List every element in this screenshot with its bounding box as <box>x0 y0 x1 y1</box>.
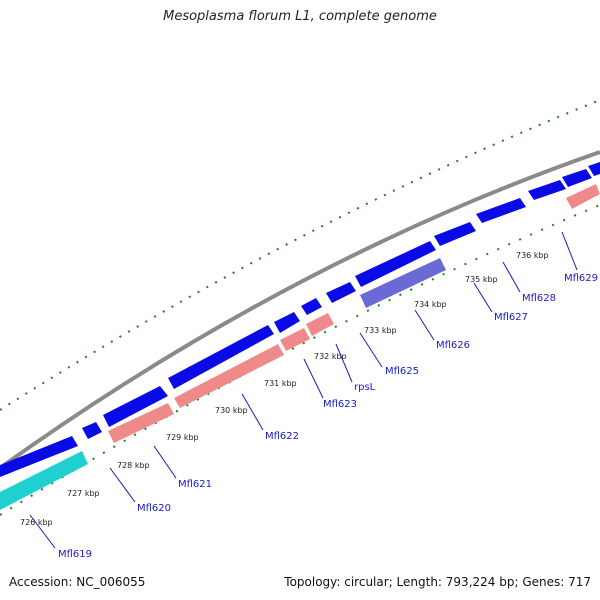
map-title: Mesoplasma florum L1, complete genome <box>163 9 437 24</box>
gene-forward-13[interactable] <box>588 162 600 176</box>
gene-labels: Mfl619 Mfl620 Mfl621 Mfl622 Mfl623 rpsL … <box>58 273 598 560</box>
leader-line <box>414 309 435 341</box>
genome-backbone-inner <box>0 156 600 474</box>
tick-label: 729 kbp <box>166 433 199 442</box>
tick-label: 727 kbp <box>67 489 100 498</box>
gene-forward-6[interactable] <box>301 298 322 315</box>
gene-forward-12[interactable] <box>562 169 592 187</box>
gene-label-mfl622[interactable]: Mfl622 <box>265 431 299 442</box>
accession-text: Accession: NC_006055 <box>9 575 146 589</box>
gene-label-mfl628[interactable]: Mfl628 <box>522 293 556 304</box>
leader-line <box>109 467 136 503</box>
gene-rna-1[interactable] <box>0 451 88 510</box>
gene-label-rpsl[interactable]: rpsL <box>354 382 376 393</box>
gene-reverse-3[interactable] <box>280 328 310 351</box>
gene-other-1[interactable] <box>360 258 446 308</box>
gene-label-mfl621[interactable]: Mfl621 <box>178 479 212 490</box>
gene-forward-10[interactable] <box>476 198 526 223</box>
gene-label-mfl625[interactable]: Mfl625 <box>385 366 419 377</box>
gene-forward-2[interactable] <box>82 422 102 439</box>
genome-summary-text: Topology: circular; Length: 793,224 bp; … <box>284 575 591 589</box>
leader-line <box>303 358 324 399</box>
forward-strand-genes <box>0 162 600 477</box>
gene-reverse-2[interactable] <box>174 344 284 408</box>
leader-line <box>335 343 353 383</box>
leader-line <box>29 514 56 549</box>
gene-label-mfl627[interactable]: Mfl627 <box>494 312 528 323</box>
leader-line <box>153 445 177 479</box>
gene-forward-11[interactable] <box>528 180 566 200</box>
tick-label: 731 kbp <box>264 379 297 388</box>
tick-label: 736 kbp <box>516 251 549 260</box>
leader-line <box>502 261 521 293</box>
gene-forward-8[interactable] <box>355 241 436 287</box>
leader-line <box>241 393 264 431</box>
gene-forward-1[interactable] <box>0 436 78 477</box>
tick-label: 732 kbp <box>314 352 347 361</box>
gene-label-mfl626[interactable]: Mfl626 <box>436 340 470 351</box>
gene-reverse-5[interactable] <box>566 184 600 209</box>
gene-leader-lines <box>29 231 578 549</box>
leader-line <box>359 332 383 368</box>
gene-label-mfl623[interactable]: Mfl623 <box>323 399 357 410</box>
tick-label: 730 kbp <box>215 406 248 415</box>
tick-label: 734 kbp <box>414 300 447 309</box>
leader-line <box>473 282 493 313</box>
gene-label-mfl619[interactable]: Mfl619 <box>58 549 92 560</box>
leader-line <box>561 231 578 271</box>
gene-label-mfl629[interactable]: Mfl629 <box>564 273 598 284</box>
gene-forward-3[interactable] <box>103 386 168 427</box>
gene-forward-5[interactable] <box>274 312 300 333</box>
gene-reverse-4[interactable] <box>306 313 334 336</box>
gene-forward-7[interactable] <box>326 282 356 303</box>
gene-label-mfl620[interactable]: Mfl620 <box>137 503 171 514</box>
gene-reverse-1[interactable] <box>108 403 174 443</box>
gene-forward-9[interactable] <box>434 222 476 246</box>
tick-label: 735 kbp <box>465 275 498 284</box>
reverse-strand-genes <box>0 184 600 510</box>
tick-label: 728 kbp <box>117 461 150 470</box>
inner-tick-ring <box>0 204 600 516</box>
genome-backbone <box>0 150 600 470</box>
tick-label: 733 kbp <box>364 326 397 335</box>
gene-forward-4[interactable] <box>168 325 274 389</box>
outer-tick-ring <box>0 99 600 411</box>
